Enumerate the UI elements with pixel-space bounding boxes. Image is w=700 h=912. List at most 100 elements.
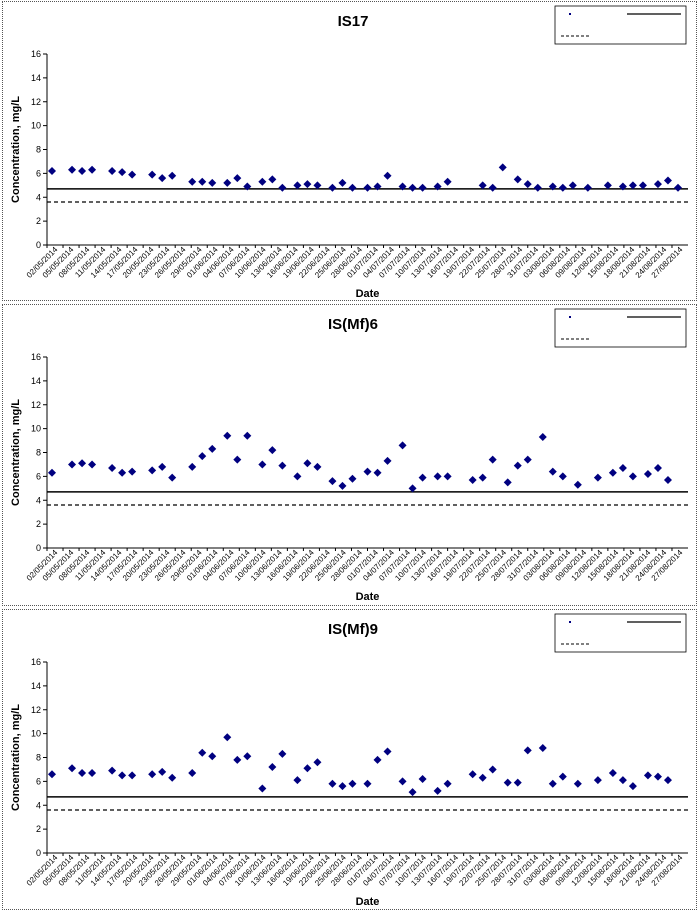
data-point [408, 484, 417, 493]
data-point [233, 755, 242, 764]
y-axis: 0 2 4 6 8 10 12 14 16 [31, 657, 48, 858]
data-point [278, 183, 287, 192]
legend-marker-icon [569, 316, 571, 318]
data-point [653, 772, 662, 781]
data-point [558, 472, 567, 481]
data-point [158, 174, 167, 183]
data-point [628, 181, 637, 190]
data-point [618, 182, 627, 191]
data-point [443, 779, 452, 788]
data-point [488, 765, 497, 774]
data-point [278, 461, 287, 470]
chart-panel-ismf9: IS(Mf)9 0 2 4 6 8 10 12 14 16 Concentration, mg/L 0… [2, 609, 697, 910]
data-point [338, 178, 347, 187]
y-axis-title: Concentration, mg/L [10, 704, 22, 811]
data-point [188, 462, 197, 471]
data-point [478, 473, 487, 482]
y-tick-label: 12 [31, 400, 41, 410]
data-point [503, 778, 512, 787]
data-point [418, 774, 427, 783]
data-point [108, 464, 117, 473]
chart-svg: IS(Mf)9 0 2 4 6 8 10 12 14 16 Concentration, mg/L 0… [10, 613, 688, 908]
y-tick-label: 14 [31, 681, 41, 691]
data-point [513, 778, 522, 787]
data-point [188, 769, 197, 778]
data-point [373, 182, 382, 191]
y-tick-label: 0 [36, 543, 41, 553]
chart-title: IS(Mf)9 [328, 621, 378, 638]
data-point [513, 175, 522, 184]
data-point [313, 758, 322, 767]
data-point [558, 183, 567, 192]
data-point [348, 183, 357, 192]
data-point [48, 468, 57, 477]
x-axis: 02/05/201405/05/201408/05/201411/05/2014… [25, 244, 688, 280]
data-point [208, 178, 217, 187]
data-point [168, 473, 177, 482]
data-point [158, 462, 167, 471]
legend-marker-icon [569, 13, 571, 15]
data-point [348, 474, 357, 483]
data-point [433, 472, 442, 481]
data-point [118, 771, 127, 780]
data-point [638, 181, 647, 190]
legend [554, 613, 687, 653]
y-tick-label: 14 [31, 73, 41, 83]
x-axis-title: Date [356, 591, 380, 603]
data-point [433, 786, 442, 795]
chart-svg: IS17 0 2 4 6 8 10 12 14 16 Concentration, mg/L 02/0… [10, 5, 688, 300]
data-point [108, 166, 117, 175]
y-axis: 0 2 4 6 8 10 12 14 16 [31, 49, 48, 250]
data-point [313, 181, 322, 190]
data-point [538, 743, 547, 752]
data-point [373, 468, 382, 477]
data-point [573, 480, 582, 489]
data-point [198, 452, 207, 461]
y-axis-title: Concentration, mg/L [10, 96, 22, 203]
data-point [653, 180, 662, 189]
data-point [108, 766, 117, 775]
legend-box [554, 613, 687, 653]
data-point [593, 776, 602, 785]
data-point [303, 459, 312, 468]
data-point [198, 748, 207, 757]
data-point [478, 773, 487, 782]
data-point [303, 764, 312, 773]
data-point [608, 468, 617, 477]
data-point [168, 773, 177, 782]
data-point [548, 182, 557, 191]
data-point [268, 446, 277, 455]
data-point [233, 455, 242, 464]
data-point [68, 165, 77, 174]
y-tick-label: 0 [36, 240, 41, 250]
data-point [503, 478, 512, 487]
y-tick-label: 10 [31, 729, 41, 739]
data-point [118, 468, 127, 477]
chart-panel-ismf6: IS(Mf)6 0 2 4 6 8 10 12 14 16 Concentration, mg/L 0… [2, 304, 697, 606]
series-points [48, 733, 672, 797]
data-point [188, 177, 197, 186]
data-point [268, 763, 277, 772]
data-point [433, 182, 442, 191]
y-tick-label: 8 [36, 753, 41, 763]
y-tick-label: 10 [31, 424, 41, 434]
data-point [243, 431, 252, 440]
data-point [548, 467, 557, 476]
data-point [223, 178, 232, 187]
data-point [608, 769, 617, 778]
data-point [88, 460, 97, 469]
data-point [443, 472, 452, 481]
y-tick-label: 4 [36, 192, 41, 202]
x-axis: 02/05/201405/05/201408/05/201411/05/2014… [25, 852, 688, 888]
data-point [128, 467, 137, 476]
data-point [558, 772, 567, 781]
data-point [643, 771, 652, 780]
y-tick-label: 6 [36, 471, 41, 481]
data-point [148, 466, 157, 475]
series-points [48, 431, 672, 493]
data-point [303, 180, 312, 189]
data-point [168, 171, 177, 180]
data-point [293, 776, 302, 785]
x-axis-title: Date [356, 896, 380, 908]
